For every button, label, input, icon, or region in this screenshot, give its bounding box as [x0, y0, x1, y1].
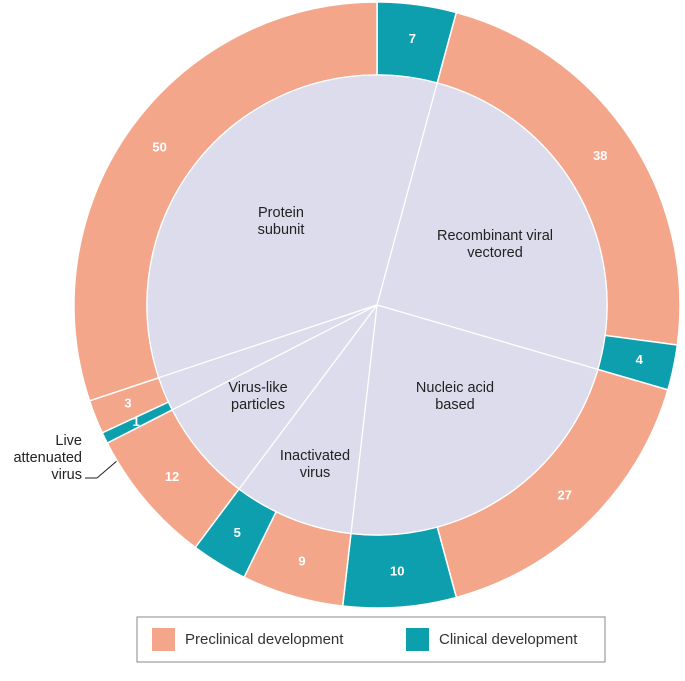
legend-swatch — [152, 628, 175, 651]
segment-label: 3 — [124, 395, 131, 410]
inner-slice — [158, 304, 378, 411]
segment-label: 5 — [234, 525, 241, 540]
inner-slice — [350, 304, 599, 536]
inner-slice — [238, 302, 378, 535]
inner-slice — [146, 74, 438, 379]
segment-label: 4 — [636, 352, 644, 367]
legend-swatch — [406, 628, 429, 651]
segment-label: 38 — [593, 148, 607, 163]
segment-label: 27 — [557, 488, 571, 503]
segment-label: 12 — [165, 469, 179, 484]
category-label: Live attenuated virus — [13, 433, 82, 483]
category-label: Protein subunit — [257, 205, 305, 238]
inner-slice — [171, 304, 378, 490]
legend-label: Clinical development — [439, 631, 578, 648]
category-label: Nucleic acid based — [415, 380, 495, 413]
category-label: Recombinant viral vectored — [436, 228, 554, 261]
segment-label: 9 — [298, 554, 305, 569]
segment-label: 10 — [390, 564, 404, 579]
legend-box — [136, 616, 606, 663]
segment-label: 7 — [409, 31, 416, 46]
segment-label: 1 — [133, 414, 140, 429]
category-label: Virus-like particles — [228, 380, 288, 413]
inner-slice — [376, 82, 608, 371]
legend-label: Preclinical development — [185, 631, 344, 648]
category-label: Inactivated virus — [279, 448, 351, 481]
segment-label: 50 — [152, 140, 166, 155]
